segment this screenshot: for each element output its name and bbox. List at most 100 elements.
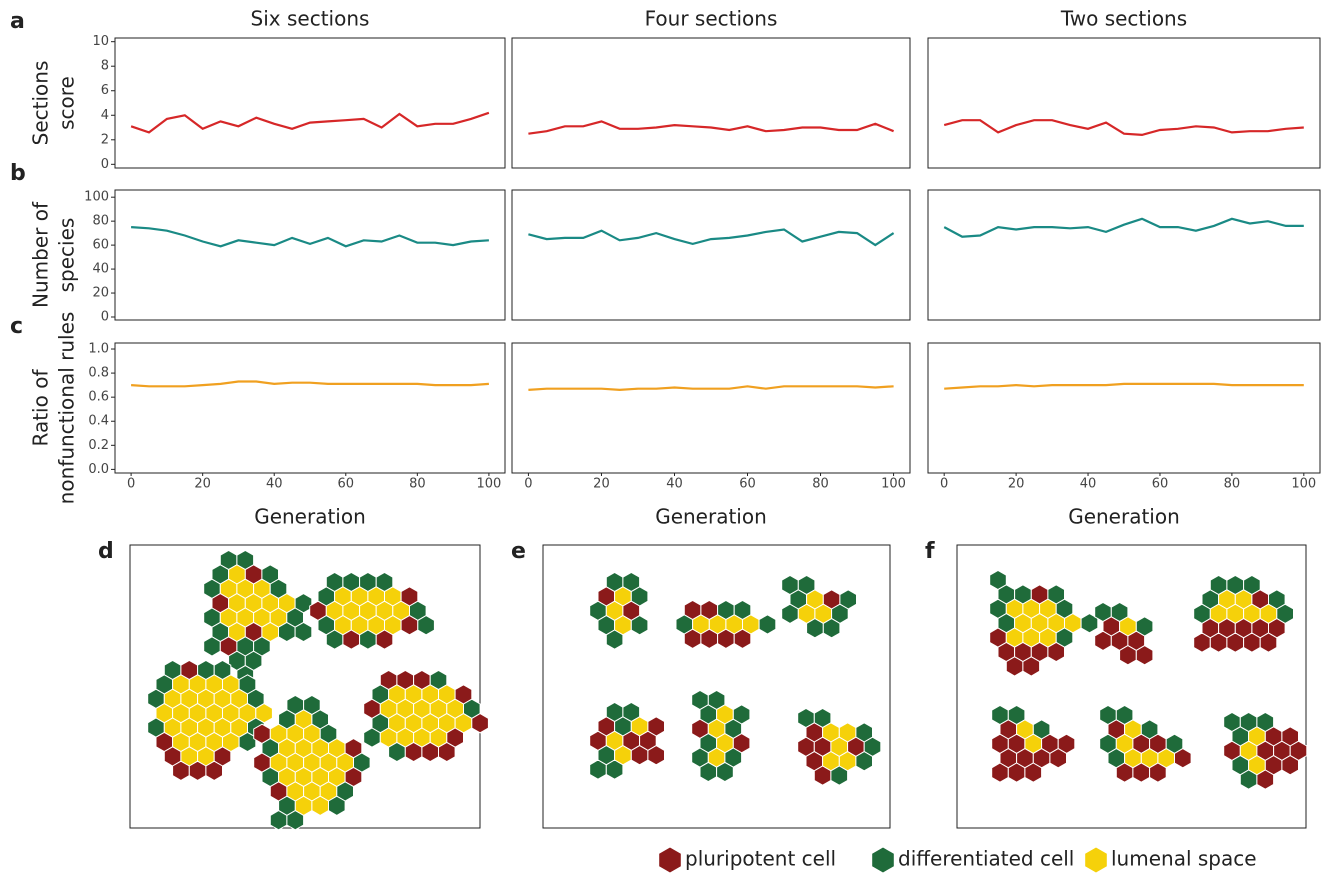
y-tick-label: 0 bbox=[101, 157, 109, 172]
data-line bbox=[944, 120, 1304, 135]
cell bbox=[1023, 657, 1040, 676]
data-line bbox=[131, 382, 489, 387]
plot-frame bbox=[928, 38, 1320, 168]
data-line bbox=[528, 121, 893, 133]
cell bbox=[701, 629, 718, 648]
panel-label: e bbox=[511, 539, 526, 564]
y-tick-label: 20 bbox=[92, 286, 109, 301]
cell bbox=[631, 746, 648, 765]
cell bbox=[782, 604, 799, 623]
plot-frame bbox=[928, 190, 1320, 320]
x-tick-label: 0 bbox=[524, 477, 532, 492]
cell bbox=[1050, 749, 1067, 768]
legend-label: lumenal space bbox=[1111, 847, 1257, 871]
y-tick-label: 0.8 bbox=[88, 366, 109, 381]
cell bbox=[422, 742, 439, 761]
cell bbox=[1194, 633, 1211, 652]
figure: Six sectionsaSectionsscore0246810Four se… bbox=[0, 0, 1330, 880]
cell bbox=[717, 762, 734, 781]
cell bbox=[364, 728, 381, 747]
cell bbox=[1008, 763, 1025, 782]
cell bbox=[1120, 646, 1137, 665]
cell bbox=[401, 616, 418, 635]
cell bbox=[1136, 646, 1153, 665]
plot-frame bbox=[512, 38, 910, 168]
cell bbox=[648, 746, 665, 765]
plot-frame bbox=[512, 343, 910, 473]
x-tick-label: 60 bbox=[1152, 477, 1169, 492]
cell bbox=[606, 630, 623, 649]
x-tick-label: 80 bbox=[812, 477, 829, 492]
y-tick-label: 0.2 bbox=[88, 438, 109, 453]
x-tick-label: 40 bbox=[266, 477, 283, 492]
x-tick-label: 0 bbox=[940, 477, 948, 492]
cell bbox=[329, 796, 346, 815]
legend-label: pluripotent cell bbox=[685, 847, 836, 871]
plot-frame bbox=[115, 38, 505, 168]
cell bbox=[343, 630, 360, 649]
data-line bbox=[528, 230, 893, 246]
x-axis-label: Generation bbox=[1068, 505, 1180, 529]
panel-label: c bbox=[10, 314, 23, 339]
plot-frame bbox=[115, 343, 505, 473]
cell bbox=[472, 714, 489, 733]
y-tick-label: 100 bbox=[84, 190, 109, 205]
cell bbox=[312, 796, 329, 815]
cell bbox=[405, 742, 422, 761]
cell bbox=[206, 761, 223, 780]
cell bbox=[823, 619, 840, 638]
cell bbox=[814, 766, 831, 785]
data-line bbox=[944, 219, 1304, 237]
cell bbox=[1006, 657, 1023, 676]
cell bbox=[287, 811, 304, 830]
plot-frame bbox=[512, 190, 910, 320]
column-title: Two sections bbox=[1060, 7, 1187, 31]
x-tick-label: 20 bbox=[194, 477, 211, 492]
cell bbox=[856, 752, 873, 771]
column-title: Four sections bbox=[645, 7, 778, 31]
y-tick-label: 40 bbox=[92, 262, 109, 277]
x-tick-label: 20 bbox=[593, 477, 610, 492]
x-tick-label: 40 bbox=[1080, 477, 1097, 492]
y-tick-label: 60 bbox=[92, 238, 109, 253]
cell bbox=[389, 742, 406, 761]
cell bbox=[606, 760, 623, 779]
cell bbox=[1025, 763, 1042, 782]
cell bbox=[1282, 756, 1299, 775]
cell bbox=[1150, 763, 1167, 782]
cell bbox=[1133, 763, 1150, 782]
cell bbox=[759, 615, 776, 634]
cell bbox=[295, 622, 312, 641]
y-axis-label: score bbox=[55, 76, 79, 130]
cell bbox=[1048, 642, 1065, 661]
y-tick-label: 4 bbox=[101, 108, 109, 123]
cell bbox=[270, 811, 287, 830]
y-tick-label: 0.0 bbox=[88, 462, 109, 477]
y-axis-label: Ratio of bbox=[29, 369, 53, 447]
legend-swatch bbox=[1085, 847, 1108, 873]
panel-label: a bbox=[10, 9, 25, 34]
cell bbox=[326, 630, 343, 649]
panel-label: b bbox=[10, 161, 26, 186]
cell bbox=[1244, 633, 1261, 652]
y-axis-label: Sections bbox=[29, 61, 53, 146]
cell bbox=[831, 766, 848, 785]
data-line bbox=[944, 384, 1304, 389]
y-tick-label: 6 bbox=[101, 83, 109, 98]
cell bbox=[590, 760, 607, 779]
cell bbox=[684, 629, 701, 648]
cell bbox=[360, 630, 377, 649]
x-tick-label: 60 bbox=[739, 477, 756, 492]
x-tick-label: 20 bbox=[1008, 477, 1025, 492]
illustration-frame bbox=[543, 545, 890, 828]
x-axis-label: Generation bbox=[254, 505, 366, 529]
legend-label: differentiated cell bbox=[898, 847, 1074, 871]
cell bbox=[631, 616, 648, 635]
y-axis-label: species bbox=[55, 218, 79, 293]
x-tick-label: 40 bbox=[666, 477, 683, 492]
y-tick-label: 0.4 bbox=[88, 414, 109, 429]
cell bbox=[700, 762, 717, 781]
cell bbox=[734, 629, 751, 648]
cell bbox=[1260, 633, 1277, 652]
y-tick-label: 2 bbox=[101, 132, 109, 147]
